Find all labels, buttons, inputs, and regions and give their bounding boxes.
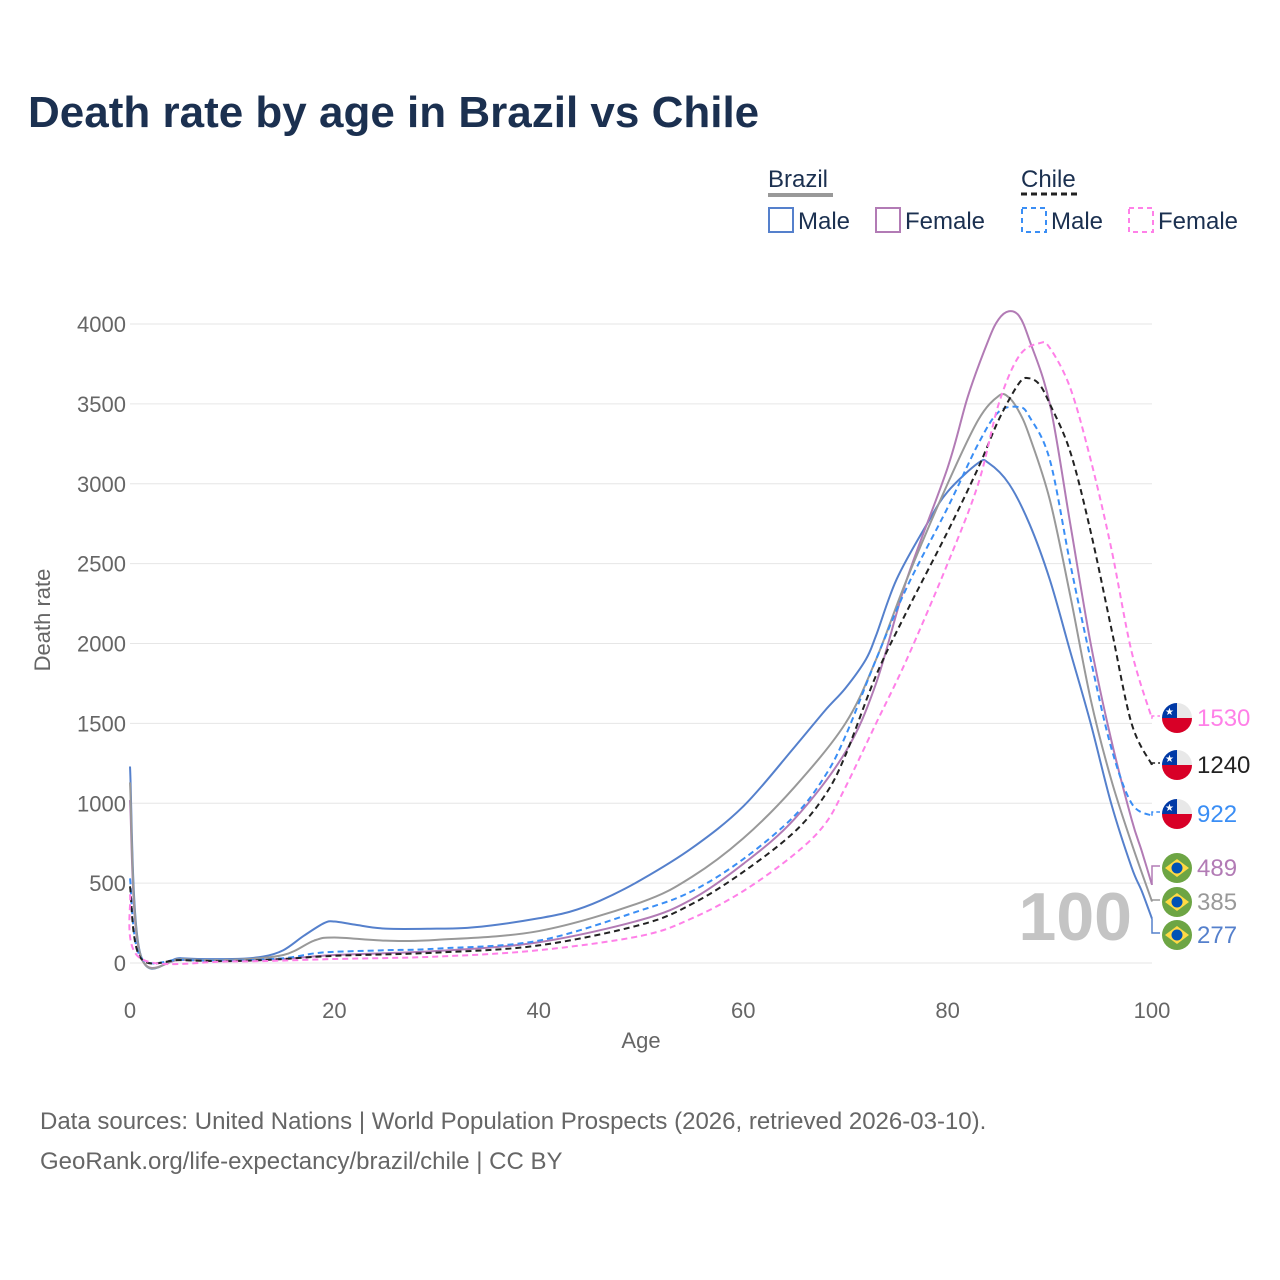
- x-tick-label: 60: [731, 998, 755, 1023]
- end-value-label: 277: [1197, 922, 1237, 949]
- end-value-label: 489: [1197, 855, 1237, 882]
- y-tick-label: 1000: [77, 791, 126, 816]
- chile-flag-red: [1162, 718, 1192, 733]
- chile-flag-red: [1162, 814, 1192, 829]
- source-line-1: Data sources: United Nations | World Pop…: [40, 1108, 987, 1135]
- chile-flag-canton: [1162, 703, 1177, 718]
- x-tick-label: 0: [124, 998, 136, 1023]
- end-connector: [1151, 865, 1160, 885]
- legend-swatch: [1021, 207, 1047, 233]
- legend-swatch: [768, 207, 794, 233]
- end-connector: [1151, 715, 1160, 719]
- y-tick-label: 2000: [77, 632, 126, 657]
- y-axis-label: Death rate: [30, 569, 55, 672]
- legend-swatch: [875, 207, 901, 233]
- series-line-chile-female: [128, 341, 1153, 966]
- chile-flag-star: ★: [1165, 707, 1174, 718]
- year-watermark: 100: [1019, 879, 1132, 955]
- legend-swatch: [1128, 207, 1154, 233]
- end-connector: [1151, 811, 1160, 816]
- series-line-chile-total: [129, 376, 1153, 965]
- series-line-brazil-male: [129, 458, 1153, 970]
- series-line-brazil-female: [129, 310, 1153, 969]
- chile-flag-star: ★: [1165, 754, 1174, 765]
- end-value-label: 1530: [1197, 705, 1250, 732]
- chart-title: Death rate by age in Brazil vs Chile: [28, 88, 760, 137]
- legend-group-chile: Chile: [1021, 166, 1076, 193]
- source-line-2: GeoRank.org/life-expectancy/brazil/chile…: [40, 1148, 563, 1175]
- x-tick-label: 100: [1134, 998, 1171, 1023]
- brazil-flag-globe: [1171, 929, 1183, 941]
- x-tick-label: 20: [322, 998, 346, 1023]
- chile-flag-canton: [1162, 799, 1177, 814]
- legend-item-label: Male: [1051, 208, 1103, 235]
- y-tick-label: 4000: [77, 312, 126, 337]
- legend-item-label: Male: [798, 208, 850, 235]
- brazil-flag-globe: [1171, 896, 1183, 908]
- series-line-chile-male: [129, 405, 1153, 965]
- y-tick-label: 1500: [77, 711, 126, 736]
- y-tick-label: 3000: [77, 472, 126, 497]
- series-line-brazil-total: [129, 393, 1153, 970]
- end-connector: [1151, 762, 1160, 765]
- legend-group-brazil: Brazil: [768, 166, 828, 193]
- chile-flag-red: [1162, 765, 1192, 780]
- chile-flag-canton: [1162, 750, 1177, 765]
- y-tick-label: 0: [114, 951, 126, 976]
- legend-item-label: Female: [905, 208, 985, 235]
- legend-item-label: Female: [1158, 208, 1238, 235]
- brazil-flag-globe: [1171, 862, 1183, 874]
- chile-flag-star: ★: [1165, 803, 1174, 814]
- end-value-label: 1240: [1197, 752, 1250, 779]
- end-connector: [1151, 899, 1160, 902]
- x-tick-label: 80: [935, 998, 959, 1023]
- y-tick-label: 2500: [77, 552, 126, 577]
- end-connector: [1151, 918, 1160, 934]
- y-tick-label: 3500: [77, 392, 126, 417]
- end-value-label: 922: [1197, 801, 1237, 828]
- end-value-label: 385: [1197, 889, 1237, 916]
- x-tick-label: 40: [527, 998, 551, 1023]
- y-tick-label: 500: [89, 871, 126, 896]
- x-axis-label: Age: [621, 1028, 660, 1053]
